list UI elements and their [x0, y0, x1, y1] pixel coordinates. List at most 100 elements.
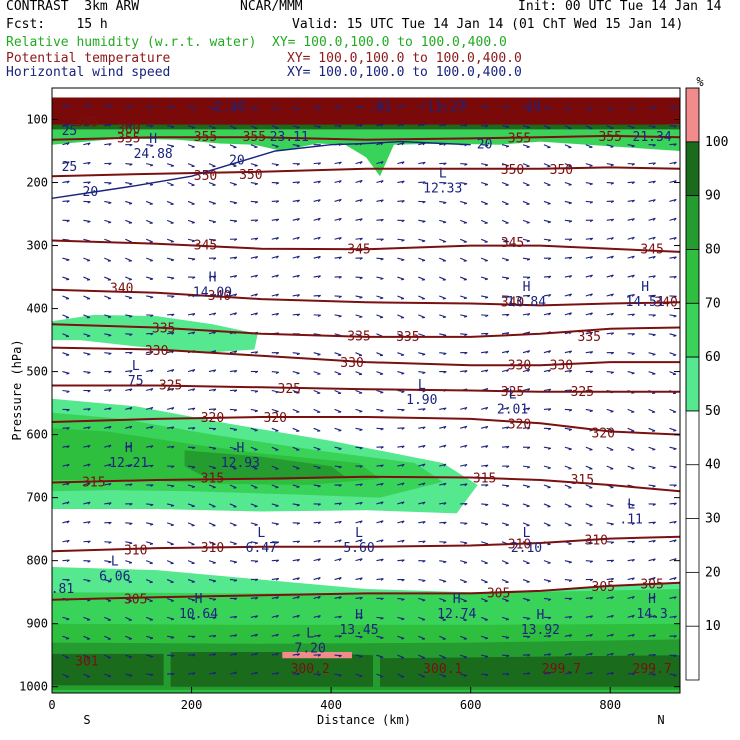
wind-vector	[62, 352, 70, 356]
wind-vector	[208, 238, 217, 241]
wind-vector-head	[66, 354, 70, 356]
wind-vector	[627, 427, 635, 432]
x-tick-label: 0	[48, 698, 55, 712]
wind-vector	[83, 482, 91, 486]
wind-vector-head	[233, 184, 237, 186]
wind-vector	[606, 614, 614, 618]
wind-vector-head	[506, 445, 510, 449]
wind-vector-head	[338, 466, 342, 469]
wind-vector-head	[296, 653, 300, 657]
wind-vector	[250, 274, 258, 278]
y-tick-label: 200	[26, 176, 48, 190]
wind-vector-head	[107, 316, 112, 319]
wind-vector-head	[548, 294, 552, 297]
wind-vector	[669, 539, 677, 543]
wind-vector	[250, 596, 258, 600]
wind-vector-head	[296, 199, 300, 203]
wind-vector	[125, 333, 133, 335]
wind-vector	[501, 276, 510, 279]
wind-vector-head	[652, 448, 656, 451]
wind-vector-head	[338, 539, 342, 543]
wind-vector-head	[149, 637, 154, 640]
wind-vector	[355, 161, 363, 165]
extremum-marker-L: L	[355, 526, 363, 541]
theta-isentrope-310	[52, 535, 680, 553]
wind-vector-head	[275, 541, 280, 544]
theta-label: 335	[578, 330, 601, 345]
wind-vector-head	[317, 521, 321, 525]
wind-vector	[125, 314, 133, 317]
wind-vector-head	[338, 448, 342, 451]
wind-vector-head	[254, 524, 258, 526]
wind-vector	[166, 369, 174, 373]
wind-vector-head	[87, 104, 91, 108]
wind-vector	[376, 482, 384, 486]
wind-vector-head	[548, 257, 552, 261]
theta-label: 310	[508, 537, 531, 552]
wind-vector-head	[276, 255, 279, 259]
wind-vector-head	[380, 238, 384, 242]
wind-vector	[627, 106, 635, 110]
wind-vector	[187, 541, 195, 545]
wind-vector	[439, 295, 446, 300]
wind-vector	[355, 558, 363, 562]
wind-vector	[460, 124, 468, 127]
wind-vector	[313, 595, 321, 599]
wind-vector	[83, 408, 91, 410]
wind-vector-head	[317, 275, 321, 279]
wind-vector-head	[192, 407, 196, 411]
wind-vector	[397, 445, 405, 448]
wind-vector-head	[296, 634, 300, 637]
wind-vector	[543, 484, 551, 488]
wind-vector-head	[359, 199, 363, 202]
wind-vector-head	[255, 615, 259, 619]
wind-vector	[250, 106, 258, 111]
wind-vector-head	[191, 222, 195, 224]
wind-vector	[229, 465, 237, 470]
wind-vector-head	[485, 314, 489, 318]
wind-vector	[627, 558, 635, 562]
wind-vector	[250, 427, 258, 431]
wind-vector	[564, 350, 572, 354]
wind-vector	[83, 501, 91, 505]
wind-vector	[292, 352, 300, 355]
wind-vector-head	[129, 425, 133, 429]
theta-label: 335	[396, 330, 419, 345]
wind-vector-head	[233, 561, 237, 564]
wind-vector-head	[464, 407, 468, 410]
wind-vector	[125, 181, 133, 185]
wind-vector-head	[317, 448, 321, 451]
wind-vector-head	[317, 126, 321, 129]
wind-vector-head	[317, 353, 321, 356]
wind-vector	[229, 652, 237, 656]
wind-vector-head	[589, 219, 594, 223]
wind-vector-head	[338, 502, 342, 506]
wind-vector-head	[610, 332, 614, 336]
wind-vector	[543, 369, 551, 373]
colorbar-tick-label: 40	[705, 458, 721, 473]
wind-vector	[250, 671, 258, 675]
wind-vector-head	[422, 560, 426, 563]
wind-vector-head	[401, 637, 405, 640]
extremum-marker-L: L	[132, 359, 140, 374]
y-tick-label: 400	[26, 302, 48, 316]
wind-vector-head	[255, 633, 258, 637]
wind-vector	[146, 406, 154, 410]
wind-vector	[229, 615, 237, 618]
wind-vector-head	[610, 505, 614, 508]
wind-vector	[459, 257, 467, 262]
wind-vector-head	[317, 314, 321, 317]
wind-vector-head	[296, 540, 301, 544]
theta-label: 340	[654, 295, 677, 310]
wind-vector	[669, 558, 677, 562]
wind-vector-head	[129, 183, 133, 186]
wind-vector-head	[484, 184, 488, 186]
wind-vector-head	[275, 523, 279, 526]
wind-vector	[418, 616, 426, 621]
wind-vector	[83, 181, 91, 184]
wind-vector	[292, 427, 300, 432]
wind-vector-head	[150, 125, 154, 128]
wind-vector-head	[527, 276, 531, 280]
theta-label: 365	[75, 116, 98, 131]
wind-speed-label: 25	[62, 160, 78, 175]
